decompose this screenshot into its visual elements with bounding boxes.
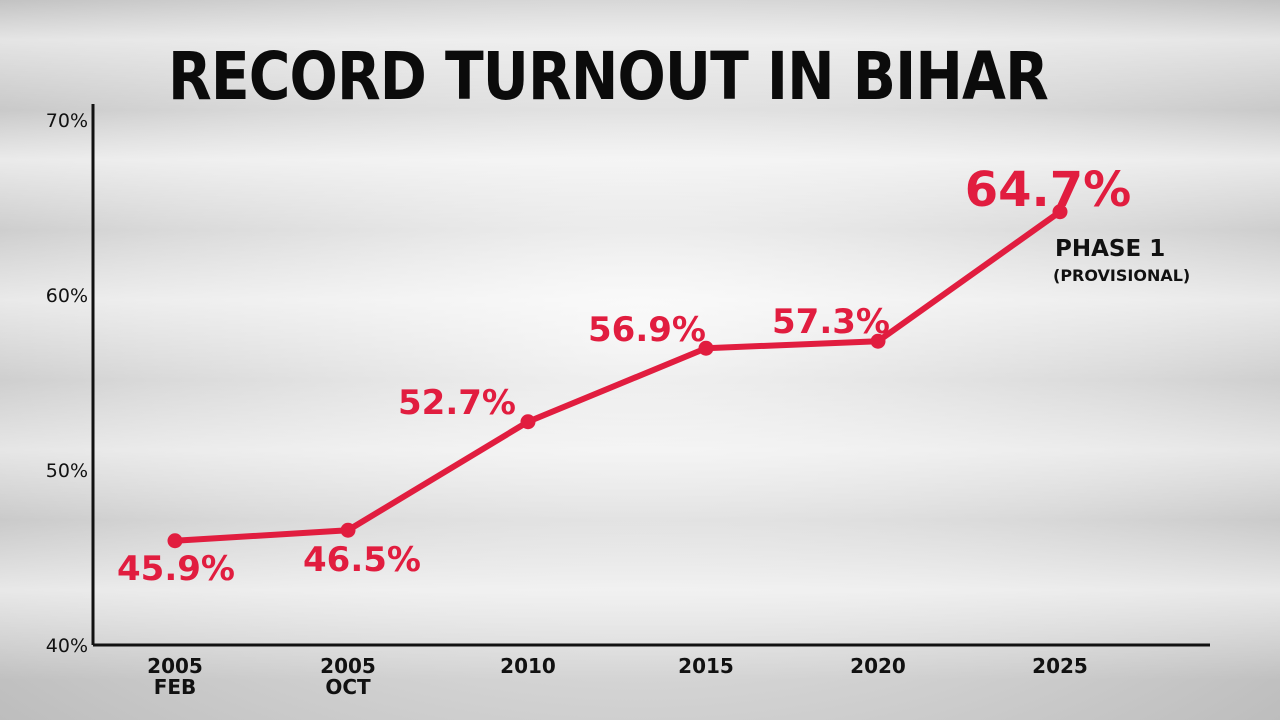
chart-title: RECORD TURNOUT IN BIHAR	[168, 38, 1049, 115]
data-label: 52.7%	[398, 383, 516, 423]
data-point	[167, 533, 183, 549]
y-tick-label: 40%	[46, 635, 88, 657]
x-tick-label: 2005	[320, 654, 376, 678]
data-labels: 45.9% 46.5% 52.7% 56.9% 57.3% 64.7%	[117, 162, 1131, 589]
x-tick-label: 2005	[147, 654, 203, 678]
y-tick-label: 50%	[46, 460, 88, 482]
data-label: 64.7%	[965, 162, 1132, 218]
x-tick-label: 2010	[500, 654, 556, 678]
data-point	[1052, 204, 1068, 220]
annotation: PHASE 1 (PROVISIONAL)	[1053, 236, 1190, 285]
data-point	[698, 340, 714, 356]
data-label: 57.3%	[772, 302, 890, 342]
x-tick-label: 2015	[678, 654, 734, 678]
data-point	[870, 333, 886, 349]
data-label: 46.5%	[303, 540, 421, 580]
x-tick-sublabel: OCT	[325, 675, 371, 699]
axes	[91, 104, 1210, 647]
y-tick-label: 70%	[46, 110, 88, 132]
x-tick-label: 2025	[1032, 654, 1088, 678]
series-line	[172, 208, 1063, 544]
y-ticks: 40% 50% 60% 70%	[46, 110, 88, 657]
data-label: 56.9%	[588, 310, 706, 350]
data-point	[520, 414, 536, 430]
annotation-line2: (PROVISIONAL)	[1053, 266, 1190, 285]
series	[167, 204, 1068, 549]
annotation-line1: PHASE 1	[1055, 236, 1165, 262]
data-label: 45.9%	[117, 549, 235, 589]
data-point	[340, 522, 356, 538]
y-tick-label: 60%	[46, 285, 88, 307]
x-tick-label: 2020	[850, 654, 906, 678]
x-tick-sublabel: FEB	[154, 675, 197, 699]
